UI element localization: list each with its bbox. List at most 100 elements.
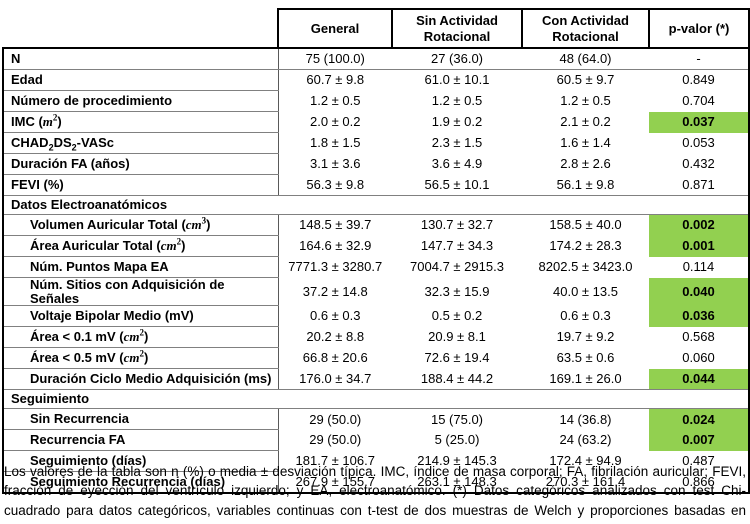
p-value-cell: 0.866 (649, 471, 750, 495)
value-cell: 1.9 ± 0.2 (431, 114, 483, 130)
row-label: Edad (2, 69, 279, 91)
value-cell: 29 (50.0) (309, 432, 362, 448)
p-value-cell: 0.849 (649, 69, 750, 91)
row-label: N (2, 47, 279, 70)
section-row: Datos Electroanatómicos (2, 195, 750, 215)
table-row: IMC (m2) 2.0 ± 0.2 1.9 ± 0.2 2.1 ± 0.2 0.037 (2, 111, 750, 133)
row-label: Voltaje Bipolar Medio (mV) (2, 305, 279, 328)
value-cell: 75 (100.0) (278, 47, 392, 70)
p-value-cell-significant: 0.001 (649, 235, 750, 257)
value-cell: 7004.7 ± 2915.3 (410, 259, 504, 275)
table-row: Duración Ciclo Medio Adquisición (ms) 176… (2, 368, 750, 391)
value-cell: 2.0 ± 0.2 (309, 114, 361, 130)
table-row: Número de procedimiento 1.2 ± 0.5 1.2 ± 0.… (2, 90, 750, 112)
row-label: Duración FA (años) (2, 153, 279, 175)
value-cell: 172.4 ± 94.9 (549, 453, 622, 469)
table-row: Área Auricular Total (cm2) 164.6 ± 32.9 14… (2, 235, 750, 257)
table-row: Núm. Puntos Mapa EA 7771.3 ± 3280.7 7004.7… (2, 256, 750, 278)
table-footnote: Los valores de la tabla son n (%) o medi… (4, 464, 746, 524)
value-cell: 20.2 ± 8.8 (306, 329, 365, 345)
table-row: CHAD2DS2-VASc 1.8 ± 1.5 2.3 ± 1.5 1.6 ± 1.4… (2, 132, 750, 154)
value-cell: 188.4 ± 44.2 (392, 368, 522, 391)
value-cell: 130.7 ± 32.7 (420, 217, 494, 233)
value-cell: 1.8 ± 1.5 (309, 135, 361, 151)
header-row: General Sin Actividad Rotacional Con Act… (3, 8, 750, 49)
value-cell: 20.9 ± 8.1 (428, 329, 486, 345)
table-row: Duración FA (años) 3.1 ± 3.6 3.6 ± 4.9 2.8 … (2, 153, 750, 175)
p-value-cell: 0.432 (649, 153, 750, 175)
table-row: Volumen Auricular Total (cm3) 148.5 ± 39.… (2, 214, 750, 236)
col-header-general: General (277, 8, 393, 49)
table-body: N 75 (100.0) 27 (36.0) 48 (64.0) - Edad 60.7 ±… (2, 47, 750, 495)
col-header-p-valor: p-valor (*) (648, 8, 750, 49)
section-row: Seguimiento (2, 389, 750, 410)
value-cell: 29 (50.0) (309, 411, 362, 427)
value-cell: 56.3 ± 9.8 (278, 174, 392, 196)
value-cell: 169.1 ± 26.0 (522, 368, 649, 391)
value-cell: 56.5 ± 10.1 (392, 174, 522, 196)
value-cell: 181.7 ± 106.7 (295, 453, 375, 469)
table-row: Área < 0.1 mV (cm2) 20.2 ± 8.8 20.9 ± 8.1 1… (2, 326, 750, 349)
value-cell: 0.6 ± 0.3 (309, 308, 361, 324)
value-cell: 3.6 ± 4.9 (431, 156, 483, 172)
row-label: Duración Ciclo Medio Adquisición (ms) (2, 368, 279, 391)
p-value-cell: 0.487 (649, 450, 750, 472)
row-label: Sin Recurrencia (2, 408, 279, 431)
stats-table: General Sin Actividad Rotacional Con Act… (2, 8, 750, 495)
value-cell: 63.5 ± 0.6 (556, 350, 615, 366)
row-label: CHAD2DS2-VASc (2, 132, 279, 154)
row-label: Área < 0.1 mV (cm2) (2, 326, 279, 349)
row-label: IMC (m2) (2, 111, 279, 133)
value-cell: 0.5 ± 0.2 (431, 308, 483, 324)
row-label: Núm. Sitios con Adquisición de Señales (2, 277, 279, 307)
p-value-cell: 0.568 (649, 326, 750, 348)
value-cell: 40.0 ± 13.5 (553, 283, 618, 299)
value-cell: 164.6 ± 32.9 (299, 238, 372, 254)
value-cell: 158.5 ± 40.0 (549, 217, 622, 233)
value-cell: 7771.3 ± 3280.7 (288, 259, 383, 275)
value-cell: 147.7 ± 34.3 (420, 238, 494, 254)
value-cell: 2.3 ± 1.5 (431, 135, 483, 151)
value-cell: 1.2 ± 0.5 (560, 93, 611, 109)
value-cell: 37.2 ± 14.8 (302, 283, 368, 299)
row-label: Área < 0.5 mV (cm2) (2, 347, 279, 370)
table-row: Sin Recurrencia 29 (50.0) 15 (75.0) 14 (36.… (2, 408, 750, 431)
value-cell: 48 (64.0) (522, 47, 649, 70)
row-label: Volumen Auricular Total (cm3) (2, 214, 279, 236)
value-cell: 24 (63.2) (559, 432, 612, 448)
p-value-cell-significant: 0.002 (649, 214, 750, 236)
table-row: Núm. Sitios con Adquisición de Señales 37… (2, 277, 750, 307)
row-label: Recurrencia FA (2, 429, 279, 452)
col-header-sin-actividad-rotacional: Sin Actividad Rotacional (391, 8, 523, 49)
value-cell: 2.8 ± 2.6 (560, 156, 611, 172)
table-row: Recurrencia FA 29 (50.0) 5 (25.0) 24 (63.2)… (2, 429, 750, 452)
value-cell: 56.1 ± 9.8 (522, 174, 649, 196)
row-label: Núm. Puntos Mapa EA (2, 256, 279, 278)
value-cell: 60.7 ± 9.8 (306, 72, 365, 88)
p-value-cell: 0.871 (649, 174, 750, 196)
value-cell: 263.1 ± 148.3 (392, 471, 522, 495)
p-value-cell: 0.704 (649, 90, 750, 112)
value-cell: 60.5 ± 9.7 (556, 72, 615, 88)
value-cell: 1.6 ± 1.4 (560, 135, 611, 151)
value-cell: 176.0 ± 34.7 (278, 368, 392, 391)
section-label: Datos Electroanatómicos (2, 195, 750, 215)
row-label: Área Auricular Total (cm2) (2, 235, 279, 257)
value-cell: 8202.5 ± 3423.0 (538, 259, 633, 275)
value-cell: 1.2 ± 0.5 (309, 93, 361, 109)
p-value-cell-significant: 0.024 (649, 408, 750, 430)
table-row: Seguimiento (días) 181.7 ± 106.7 214.9 ± 1… (2, 450, 750, 473)
value-cell: 27 (36.0) (392, 47, 522, 70)
table-row: Edad 60.7 ± 9.8 61.0 ± 10.1 60.5 ± 9.7 0.849 (2, 69, 750, 91)
row-label: Seguimiento (días) (2, 450, 279, 473)
p-value-cell-significant: 0.040 (649, 277, 750, 306)
col-header-con-actividad-rotacional: Con Actividad Rotacional (521, 8, 650, 49)
value-cell: 174.2 ± 28.3 (549, 238, 622, 254)
value-cell: 66.8 ± 20.6 (302, 350, 368, 366)
p-value-cell: - (649, 47, 750, 70)
value-cell: 267.9 ± 155.7 (278, 471, 392, 495)
value-cell: 72.6 ± 19.4 (424, 350, 490, 366)
table-row: Seguimiento Recurrencia (días) 267.9 ± 15… (2, 471, 750, 495)
value-cell: 2.1 ± 0.2 (560, 114, 611, 130)
